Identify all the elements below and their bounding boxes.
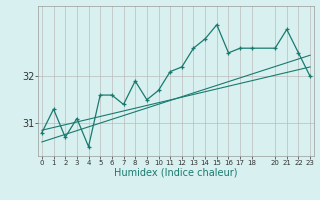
X-axis label: Humidex (Indice chaleur): Humidex (Indice chaleur) [114,168,238,178]
